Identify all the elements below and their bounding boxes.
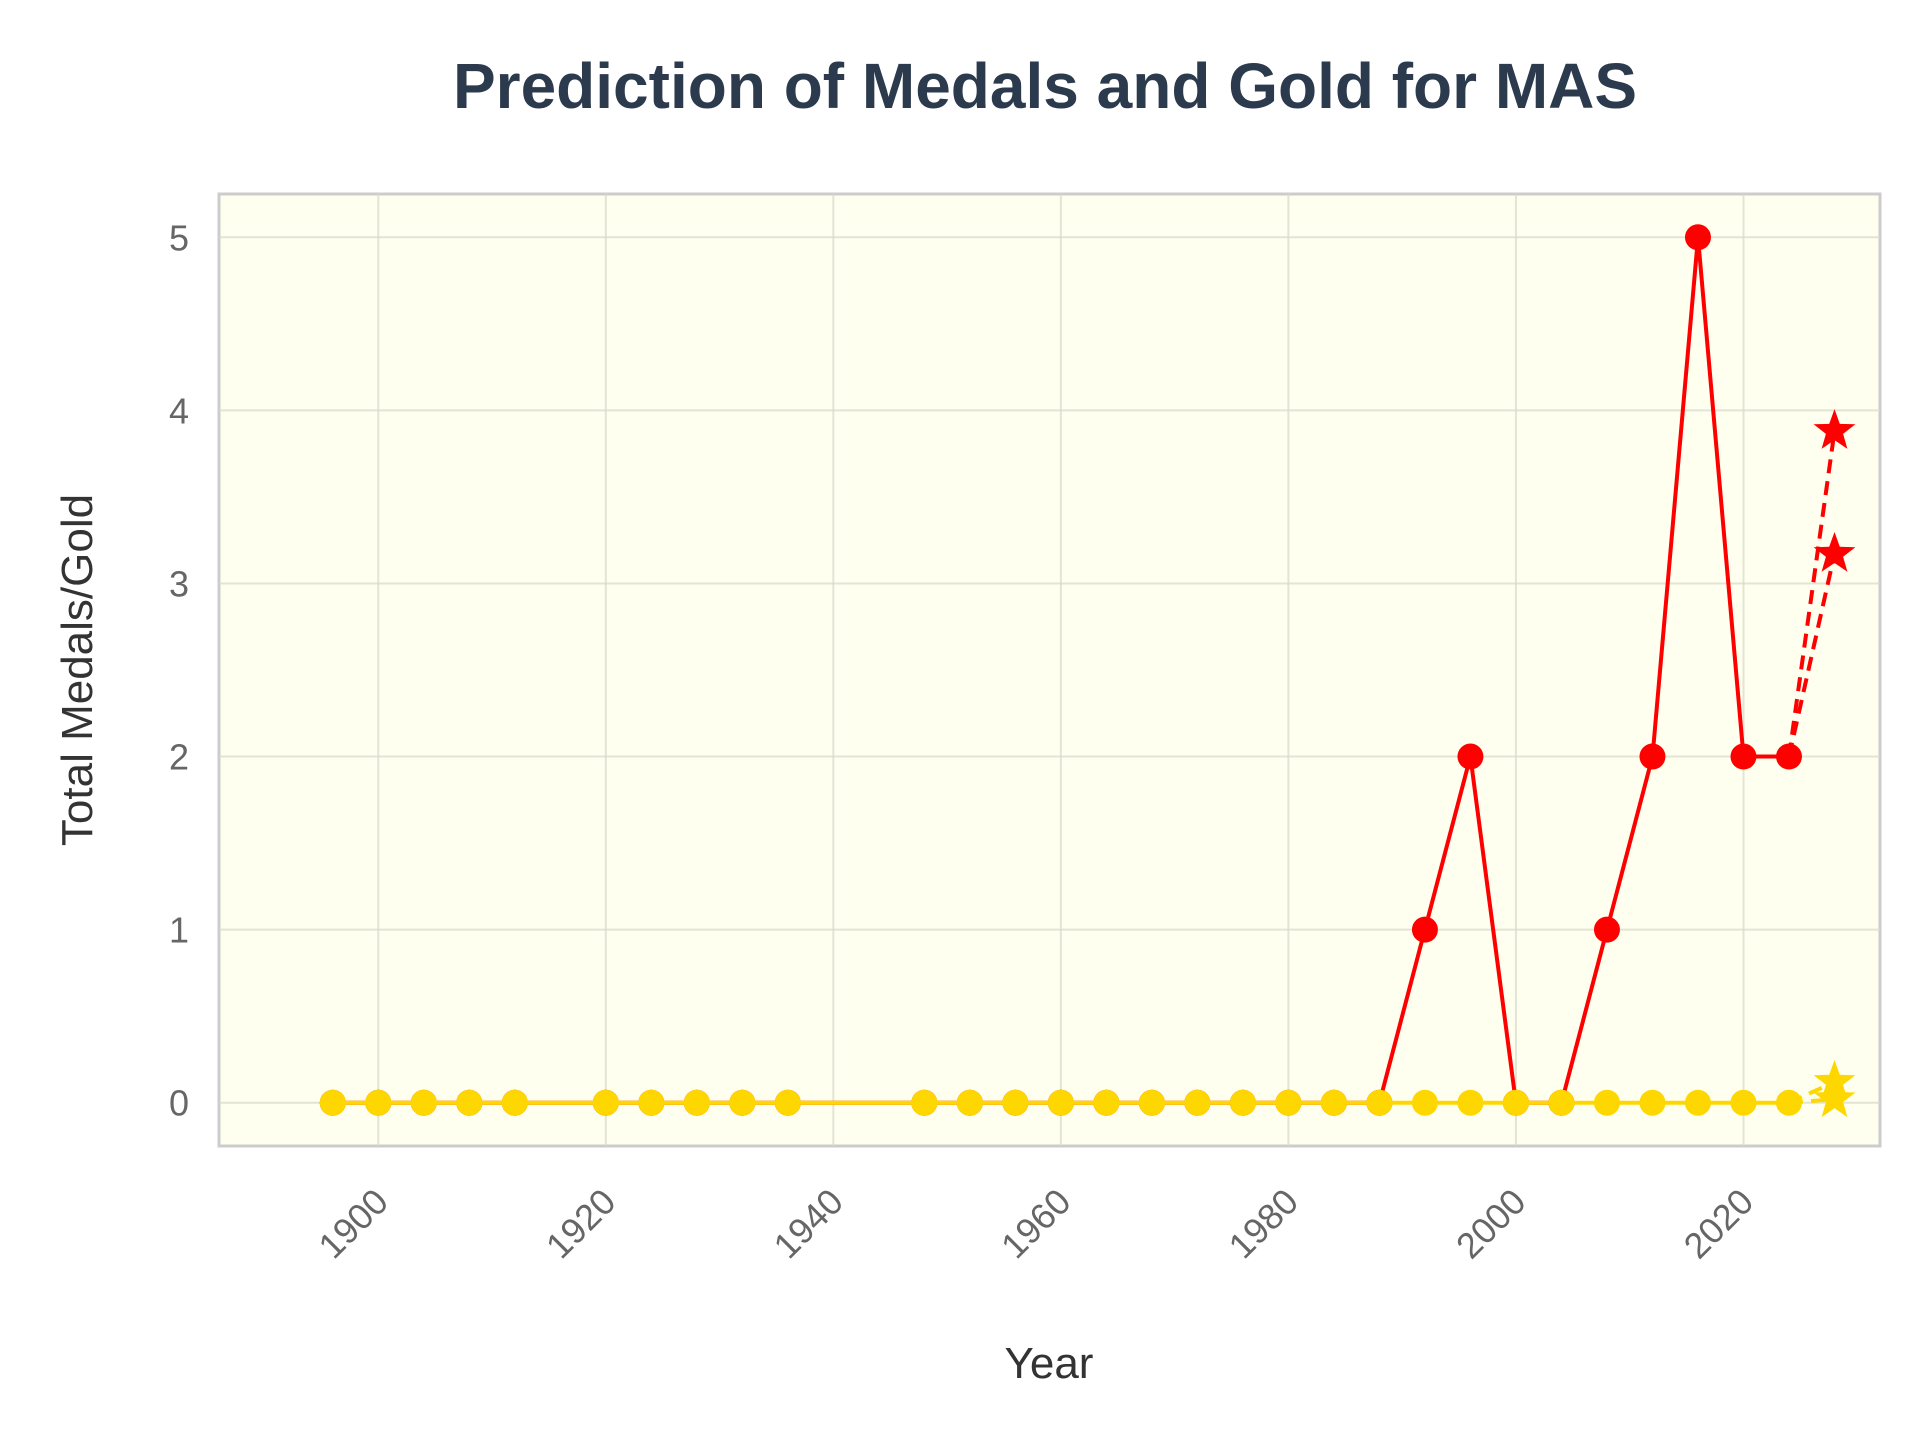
y-tick-label: 0 <box>169 1083 189 1124</box>
data-point <box>1093 1089 1120 1116</box>
data-point <box>501 1089 528 1116</box>
data-point <box>774 1089 801 1116</box>
data-point <box>1275 1089 1302 1116</box>
data-point <box>1684 1089 1711 1116</box>
series-2 <box>1787 409 1856 757</box>
data-point <box>638 1089 665 1116</box>
chart-title: Prediction of Medals and Gold for MAS <box>453 50 1637 122</box>
data-point <box>1229 1089 1256 1116</box>
x-tick-label: 1980 <box>1220 1181 1306 1267</box>
x-tick-label: 2020 <box>1676 1181 1762 1267</box>
y-tick-label: 2 <box>169 737 189 778</box>
data-point <box>1548 1089 1575 1116</box>
data-point <box>410 1089 437 1116</box>
series-line <box>1787 430 1837 757</box>
series-line <box>1788 1080 1836 1105</box>
data-point <box>1775 1089 1802 1116</box>
data-point <box>1639 1089 1666 1116</box>
y-tick-label: 5 <box>169 217 189 258</box>
data-point <box>729 1089 756 1116</box>
data-point <box>1730 743 1757 770</box>
series-line <box>1787 553 1837 757</box>
data-point <box>1775 743 1802 770</box>
data-point <box>592 1089 619 1116</box>
y-tick-label: 3 <box>169 563 189 604</box>
data-point <box>911 1089 938 1116</box>
data-point <box>1502 1089 1529 1116</box>
data-point <box>1593 1089 1620 1116</box>
y-tick-label: 1 <box>169 910 189 951</box>
data-point <box>319 1089 346 1116</box>
y-axis-label: Total Medals/Gold <box>53 494 102 846</box>
data-point <box>1002 1089 1029 1116</box>
data-point <box>456 1089 483 1116</box>
series-3 <box>1787 532 1856 757</box>
data-point <box>365 1089 392 1116</box>
x-axis-label: Year <box>1005 1339 1094 1388</box>
data-point <box>1411 916 1438 943</box>
data-point <box>1184 1089 1211 1116</box>
x-tick-label: 1900 <box>310 1181 396 1267</box>
data-point <box>1457 1089 1484 1116</box>
data-point <box>956 1089 983 1116</box>
data-point <box>1639 743 1666 770</box>
data-point <box>1813 1077 1856 1118</box>
data-point <box>1138 1089 1165 1116</box>
series-1 <box>319 1089 1802 1116</box>
x-tick-label: 1960 <box>993 1181 1079 1267</box>
data-point <box>1366 1089 1393 1116</box>
data-point <box>1813 409 1856 449</box>
grid <box>219 194 1880 1146</box>
series-layer <box>319 224 1856 1118</box>
data-point <box>1813 532 1856 572</box>
data-point <box>1411 1089 1438 1116</box>
x-tick-label: 2000 <box>1448 1181 1534 1267</box>
y-tick-label: 4 <box>169 390 189 431</box>
data-point <box>1593 916 1620 943</box>
series-line <box>1788 1097 1835 1105</box>
plot-background <box>217 192 1882 1148</box>
x-tick-label: 1920 <box>538 1181 624 1267</box>
data-point <box>1457 743 1484 770</box>
data-point <box>1047 1089 1074 1116</box>
x-tick-label: 1940 <box>765 1181 851 1267</box>
series-5 <box>1788 1077 1856 1118</box>
data-point <box>1320 1089 1347 1116</box>
data-point <box>1730 1089 1757 1116</box>
data-point <box>683 1089 710 1116</box>
data-point <box>1684 224 1711 251</box>
